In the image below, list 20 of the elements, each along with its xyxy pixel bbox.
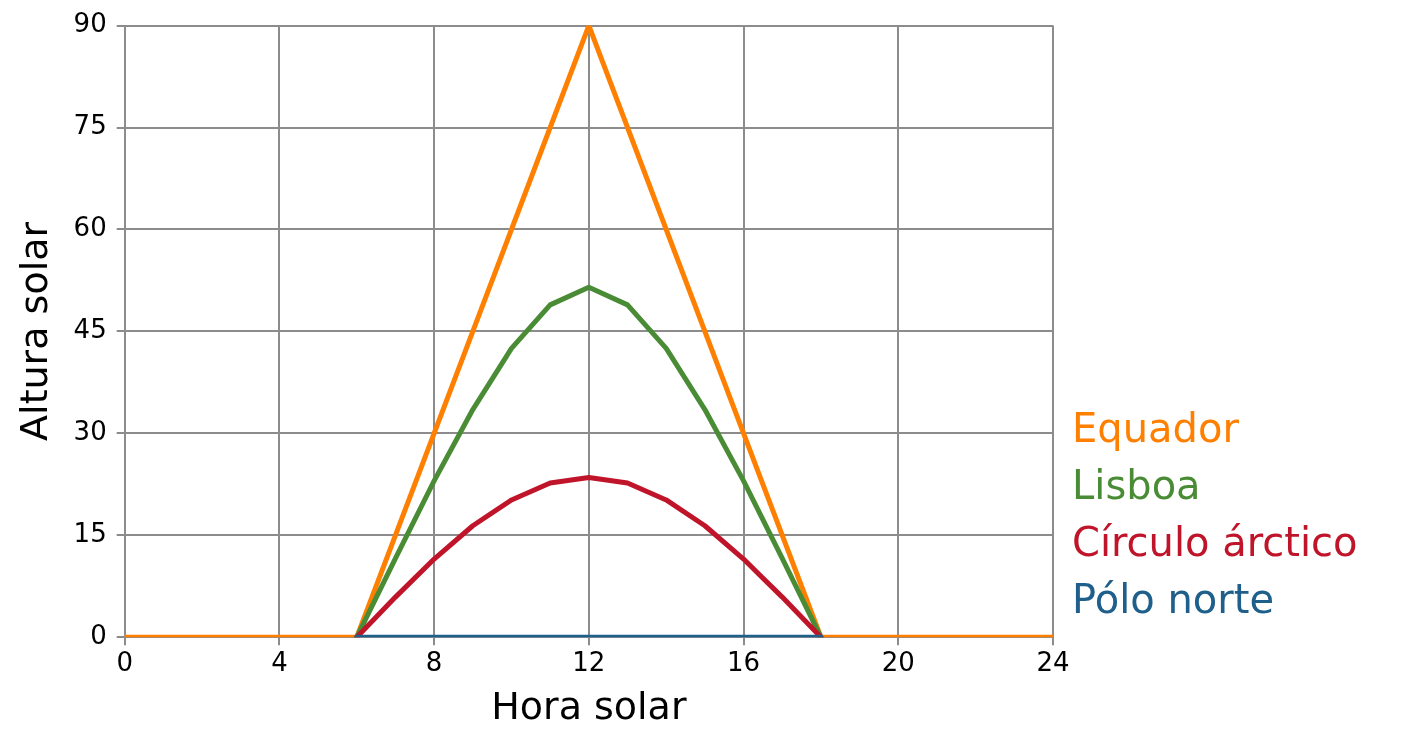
text: Equador	[1072, 404, 1240, 453]
y-tick-label: 60	[73, 212, 107, 243]
y-tick-label: 45	[73, 314, 107, 345]
x-tick-label: 24	[1036, 646, 1070, 677]
x-tick-label: 4	[271, 646, 288, 677]
y-tick-label: 0	[90, 619, 107, 650]
x-axis-title: Hora solar	[491, 684, 687, 729]
x-tick-label: 0	[116, 646, 133, 677]
text: Círculo árctico	[1072, 518, 1358, 567]
text: Pólo norte	[1072, 575, 1276, 624]
y-tick-label: 30	[73, 416, 107, 447]
y-tick-label: 90	[73, 8, 107, 39]
x-tick-label: 16	[727, 646, 761, 677]
text: Lisboa	[1072, 461, 1202, 510]
y-tick-label: 15	[73, 518, 107, 549]
y-tick-label: 75	[73, 110, 107, 141]
y-axis-title: Altura solar	[11, 221, 56, 441]
x-tick-label: 12	[572, 646, 606, 677]
x-tick-label: 8	[425, 646, 443, 677]
x-tick-label: 20	[881, 646, 915, 677]
